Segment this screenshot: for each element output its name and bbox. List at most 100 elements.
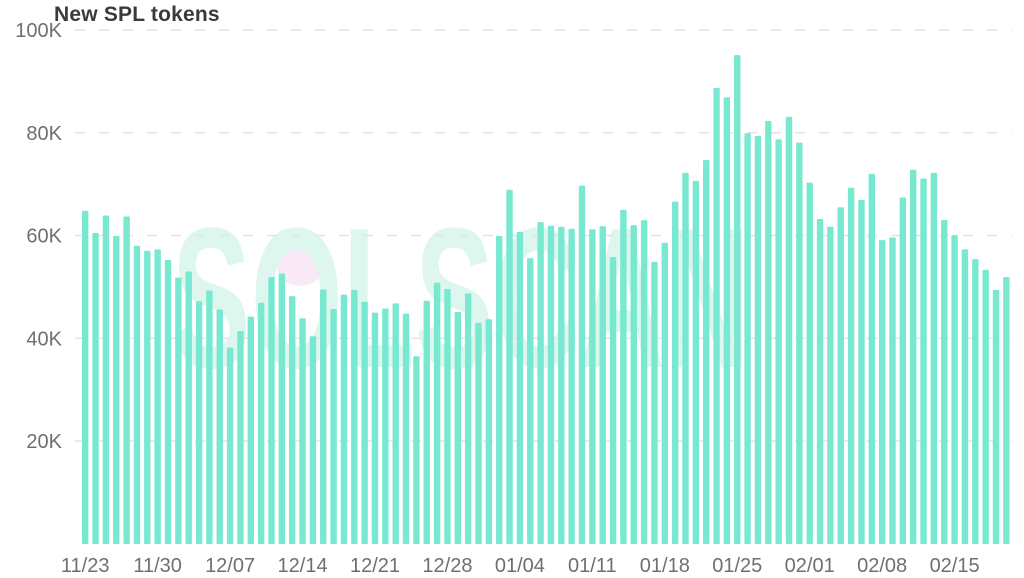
bar-12/08[interactable] bbox=[237, 331, 244, 544]
bar-11/28[interactable] bbox=[133, 245, 141, 544]
bar-01/17[interactable] bbox=[651, 261, 658, 544]
bar-12/18[interactable] bbox=[340, 294, 348, 544]
bar-11/24[interactable] bbox=[92, 232, 99, 544]
bar-01/01[interactable] bbox=[485, 319, 493, 544]
bar-01/23[interactable] bbox=[713, 88, 720, 545]
bar-01/25[interactable] bbox=[734, 55, 741, 544]
bar-12/06[interactable] bbox=[216, 309, 223, 544]
bar-02/15[interactable] bbox=[951, 234, 958, 544]
bar-02/07[interactable] bbox=[868, 173, 875, 544]
bar-12/15[interactable] bbox=[309, 336, 317, 544]
bar-12/03[interactable] bbox=[185, 271, 192, 544]
bar-01/08[interactable] bbox=[558, 226, 565, 545]
bar-12/11[interactable] bbox=[268, 277, 275, 544]
y-axis-tick-40K: 40K bbox=[26, 328, 62, 350]
bar-02/18[interactable] bbox=[982, 269, 989, 544]
bar-12/04[interactable] bbox=[195, 301, 203, 544]
bar-01/27[interactable] bbox=[754, 135, 762, 544]
bar-12/29[interactable] bbox=[454, 312, 461, 544]
bar-01/09[interactable] bbox=[568, 228, 575, 545]
bar-12/25[interactable] bbox=[413, 356, 420, 544]
bar-01/22[interactable] bbox=[703, 159, 710, 544]
bar-01/13[interactable] bbox=[609, 257, 617, 544]
x-axis-tick-11/30: 11/30 bbox=[133, 555, 182, 577]
bar-12/17[interactable] bbox=[330, 308, 337, 544]
bar-12/20[interactable] bbox=[361, 301, 368, 544]
bar-12/02[interactable] bbox=[175, 277, 182, 544]
bar-12/14[interactable] bbox=[299, 318, 306, 544]
bar-02/01[interactable] bbox=[806, 182, 813, 545]
y-axis-tick-60K: 60K bbox=[26, 226, 62, 248]
bar-01/21[interactable] bbox=[692, 181, 700, 545]
y-axis-tick-80K: 80K bbox=[26, 123, 62, 145]
bar-02/05[interactable] bbox=[847, 187, 855, 544]
x-axis-tick-01/04: 01/04 bbox=[495, 555, 545, 577]
bar-02/14[interactable] bbox=[941, 220, 948, 544]
bar-01/30[interactable] bbox=[785, 116, 793, 544]
bar-02/10[interactable] bbox=[899, 197, 907, 545]
bar-01/19[interactable] bbox=[671, 201, 679, 544]
bar-02/03[interactable] bbox=[827, 226, 834, 545]
bar-01/20[interactable] bbox=[682, 172, 689, 544]
bar-11/26[interactable] bbox=[113, 236, 120, 545]
bar-12/12[interactable] bbox=[278, 273, 286, 544]
bar-01/31[interactable] bbox=[796, 142, 803, 545]
bar-01/14[interactable] bbox=[620, 209, 627, 544]
y-axis-tick-100K: 100K bbox=[15, 20, 62, 42]
bar-02/12[interactable] bbox=[920, 178, 927, 544]
bar-02/08[interactable] bbox=[878, 240, 886, 544]
bar-02/11[interactable] bbox=[910, 169, 917, 545]
bar-12/05[interactable] bbox=[206, 290, 213, 544]
bar-12/26[interactable] bbox=[423, 300, 430, 544]
x-axis-tick-12/28: 12/28 bbox=[422, 555, 472, 577]
bar-01/11[interactable] bbox=[589, 229, 596, 544]
bar-01/10[interactable] bbox=[578, 185, 586, 544]
bar-01/28[interactable] bbox=[765, 120, 772, 544]
bar-01/26[interactable] bbox=[744, 133, 751, 545]
bar-11/25[interactable] bbox=[102, 215, 110, 544]
bar-02/16[interactable] bbox=[961, 249, 969, 544]
bar-01/04[interactable] bbox=[516, 231, 524, 544]
bar-12/10[interactable] bbox=[257, 302, 265, 544]
bar-12/19[interactable] bbox=[351, 289, 358, 544]
bar-02/09[interactable] bbox=[889, 237, 896, 544]
bar-11/27[interactable] bbox=[123, 216, 130, 544]
bar-12/07[interactable] bbox=[226, 347, 234, 544]
bar-02/13[interactable] bbox=[930, 172, 938, 544]
bar-02/06[interactable] bbox=[858, 200, 865, 544]
bar-02/20[interactable] bbox=[1003, 277, 1010, 544]
bar-01/29[interactable] bbox=[775, 139, 782, 544]
bar-01/15[interactable] bbox=[630, 225, 637, 544]
bar-12/27[interactable] bbox=[433, 282, 441, 544]
bar-12/28[interactable] bbox=[444, 288, 451, 544]
bar-02/17[interactable] bbox=[972, 259, 979, 544]
bar-12/23[interactable] bbox=[392, 303, 399, 544]
bar-11/30[interactable] bbox=[154, 249, 161, 544]
bar-12/31[interactable] bbox=[475, 322, 482, 544]
bar-12/09[interactable] bbox=[247, 316, 254, 544]
bar-01/02[interactable] bbox=[496, 236, 503, 545]
bar-12/13[interactable] bbox=[289, 296, 296, 544]
bar-01/06[interactable] bbox=[537, 222, 544, 544]
x-axis-tick-02/15: 02/15 bbox=[930, 555, 980, 577]
bar-01/24[interactable] bbox=[723, 97, 731, 545]
bar-12/22[interactable] bbox=[382, 308, 389, 544]
bar-12/16[interactable] bbox=[320, 289, 327, 544]
bar-01/12[interactable] bbox=[599, 226, 606, 544]
bar-02/02[interactable] bbox=[816, 219, 824, 544]
bar-01/18[interactable] bbox=[661, 242, 668, 544]
bar-01/03[interactable] bbox=[506, 189, 513, 544]
x-axis-tick-12/14: 12/14 bbox=[278, 555, 328, 577]
bar-11/29[interactable] bbox=[144, 250, 151, 544]
bar-11/23[interactable] bbox=[82, 210, 89, 544]
bar-12/30[interactable] bbox=[464, 293, 472, 544]
bar-12/01[interactable] bbox=[164, 260, 172, 544]
bar-01/07[interactable] bbox=[547, 225, 555, 544]
bar-02/19[interactable] bbox=[992, 289, 1000, 544]
bar-01/05[interactable] bbox=[527, 258, 534, 544]
bar-12/21[interactable] bbox=[371, 312, 379, 544]
bar-12/24[interactable] bbox=[402, 313, 410, 544]
x-axis-tick-11/23: 11/23 bbox=[61, 555, 110, 577]
bar-02/04[interactable] bbox=[837, 207, 844, 544]
bar-01/16[interactable] bbox=[640, 220, 648, 544]
